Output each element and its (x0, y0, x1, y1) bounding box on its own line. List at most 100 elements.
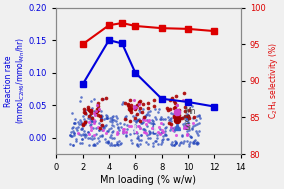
Point (83, 133, 88, 136)
Point (78, 119, 82, 122)
Point (128, 139, 133, 142)
Point (173, 101, 177, 104)
Point (137, 138, 142, 141)
Point (175, 104, 180, 107)
Point (88, 117, 92, 120)
Point (85, 131, 90, 134)
Point (83, 111, 87, 114)
Point (72, 117, 77, 120)
Point (143, 141, 148, 144)
Point (109, 143, 114, 146)
Point (109, 134, 114, 137)
Point (80, 137, 85, 140)
Point (164, 107, 169, 110)
Point (168, 98, 172, 101)
Point (145, 125, 150, 128)
Point (69, 134, 74, 137)
Point (183, 115, 187, 118)
X-axis label: Mn loading (% w/w): Mn loading (% w/w) (101, 175, 197, 185)
Point (121, 127, 126, 130)
Point (156, 130, 160, 133)
Point (143, 119, 147, 122)
Point (97, 139, 102, 142)
Point (146, 107, 151, 110)
Point (138, 134, 143, 137)
Point (147, 113, 151, 116)
Point (168, 122, 173, 125)
Point (139, 139, 144, 142)
Point (152, 123, 157, 126)
Point (192, 124, 197, 127)
Point (192, 115, 196, 118)
Point (174, 142, 178, 145)
Point (105, 140, 110, 143)
Point (135, 131, 140, 134)
Point (135, 135, 140, 138)
Point (74, 138, 78, 141)
Point (84, 119, 88, 122)
Point (87, 133, 92, 136)
Point (110, 136, 114, 139)
Point (96, 102, 101, 105)
Point (98, 114, 103, 117)
Point (185, 112, 189, 115)
Point (133, 119, 138, 122)
Point (114, 119, 119, 122)
Point (112, 119, 116, 122)
Point (115, 142, 119, 145)
Point (81, 114, 85, 117)
Point (134, 103, 139, 106)
Point (73, 126, 78, 129)
Point (156, 142, 160, 145)
Point (129, 142, 134, 145)
Point (86, 107, 90, 110)
Point (174, 126, 178, 129)
Point (118, 141, 123, 144)
Point (128, 119, 132, 122)
Point (180, 117, 185, 120)
Point (185, 120, 190, 123)
Point (89, 128, 93, 131)
Point (169, 143, 173, 146)
Point (91, 119, 96, 122)
Point (163, 127, 167, 130)
Point (92, 121, 96, 124)
Point (92, 97, 96, 100)
Point (137, 100, 141, 103)
Point (82, 111, 87, 114)
Point (166, 137, 170, 140)
Point (118, 122, 122, 125)
Point (161, 122, 166, 125)
Point (87, 121, 91, 124)
Point (160, 135, 165, 138)
Point (175, 122, 179, 125)
Point (167, 117, 172, 120)
Point (177, 144, 181, 147)
Point (109, 127, 113, 130)
Point (186, 123, 191, 126)
Point (76, 131, 80, 134)
Point (168, 108, 172, 111)
Point (116, 129, 121, 132)
Point (99, 117, 103, 120)
Point (84, 112, 89, 115)
Point (101, 98, 106, 101)
Point (104, 123, 109, 126)
Point (161, 131, 166, 134)
Point (181, 123, 185, 126)
Point (110, 120, 114, 123)
Point (123, 115, 128, 118)
Point (195, 115, 199, 118)
Point (169, 144, 174, 147)
Point (95, 126, 100, 129)
Point (185, 132, 190, 136)
Point (148, 130, 152, 133)
Point (151, 144, 156, 147)
Point (78, 123, 83, 126)
Point (197, 114, 202, 117)
Point (197, 121, 202, 124)
Point (81, 132, 85, 136)
Point (171, 128, 176, 131)
Point (79, 128, 83, 131)
Point (182, 124, 187, 127)
